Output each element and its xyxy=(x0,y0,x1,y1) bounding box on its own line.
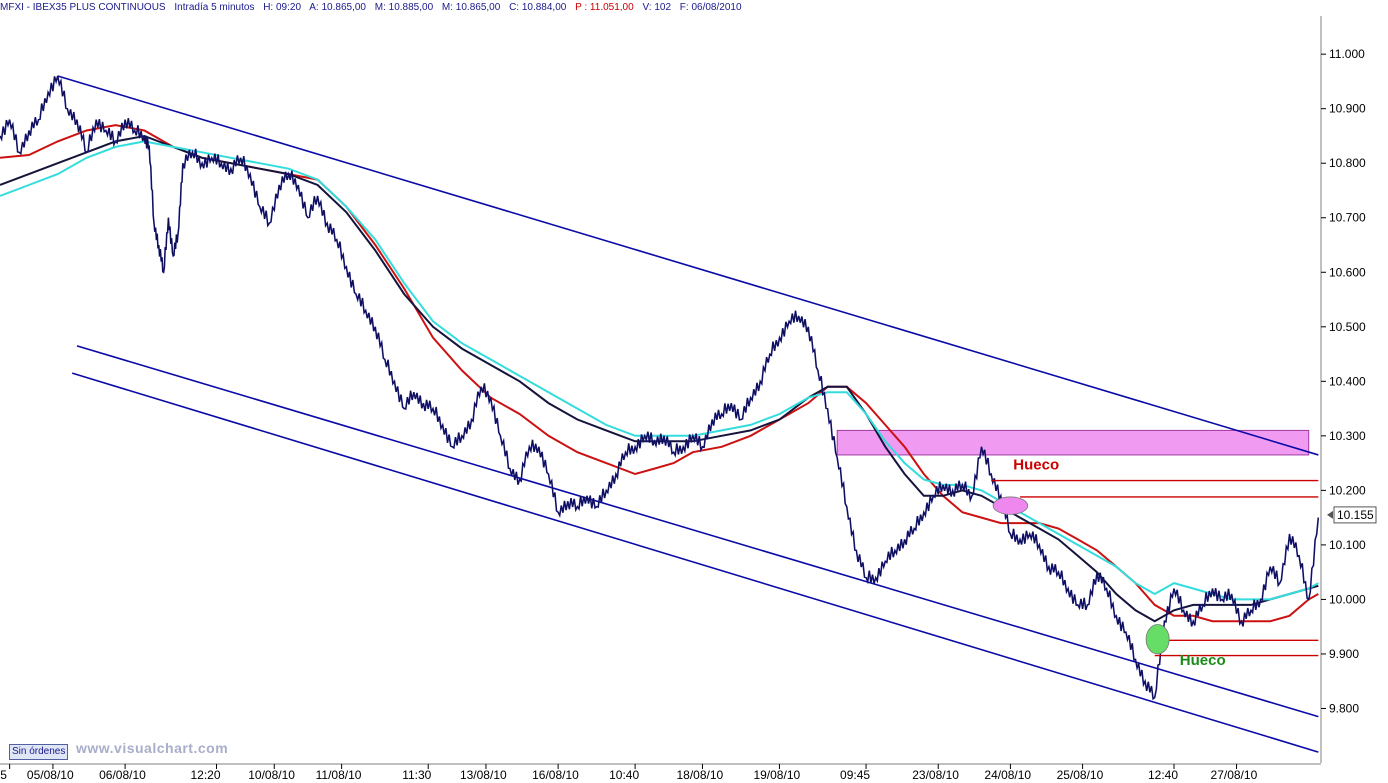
x-tick-label: 11/08/10 xyxy=(316,768,362,782)
y-tick-label: 10.800 xyxy=(1329,156,1366,170)
x-tick-label: 12:20 xyxy=(191,768,221,782)
trend-channel-layer xyxy=(57,75,1319,753)
x-tick-label: 18/08/10 xyxy=(676,768,723,782)
x-tick-label: 11:30 xyxy=(402,768,431,782)
x-tick-label: 06/08/10 xyxy=(99,768,146,782)
symbol-name: MFXI - IBEX35 PLUS CONTINUOUS xyxy=(0,2,166,13)
x-tick-label: 27/08/10 xyxy=(1211,768,1258,782)
gap-label-red: Hueco xyxy=(1013,457,1059,474)
close-value: C: 10.884,00 xyxy=(509,2,567,13)
price-line-shadow xyxy=(0,75,1319,700)
volume-value: V: 102 xyxy=(642,2,672,13)
gap-lines-layer xyxy=(991,479,1319,657)
resistance-zone xyxy=(836,429,1310,456)
x-tick-label: 23/08/10 xyxy=(912,768,959,782)
annotations-layer: Hueco Hueco xyxy=(992,457,1226,669)
gap-label-green: Hueco xyxy=(1180,652,1226,669)
low-value: M: 10.865,00 xyxy=(441,2,501,13)
date-value: F: 06/08/2010 xyxy=(679,2,742,13)
x-tick-label: 05/08/10 xyxy=(27,768,74,782)
resistance-zone-layer xyxy=(836,429,1310,456)
x-tick-label: 16/08/10 xyxy=(532,768,579,782)
time-value: H: 09:20 xyxy=(263,2,302,13)
watermark-logo: www.visualchart.com xyxy=(76,740,229,756)
current-price-label: 10.155 xyxy=(1337,508,1374,522)
moving-average-ma_mid xyxy=(0,134,1319,623)
x-tick-label: 24/08/10 xyxy=(984,768,1031,782)
y-tick-label: 10.100 xyxy=(1329,538,1366,552)
x-tick-label: 19/08/10 xyxy=(753,768,800,782)
channel-line-upper xyxy=(57,75,1319,456)
channel-line-lower-2 xyxy=(71,372,1319,753)
x-axis-panel xyxy=(0,763,1388,783)
interval-label: Intradía 5 minutos xyxy=(174,2,255,13)
x-tick-label: 13/08/10 xyxy=(460,768,507,782)
x-tick-label: 12:40 xyxy=(1148,768,1178,782)
gap-marker-pink xyxy=(992,496,1029,515)
open-value: A: 10.865,00 xyxy=(309,2,366,13)
x-tick-label: 10/08/10 xyxy=(248,768,295,782)
y-tick-label: 10.400 xyxy=(1329,374,1366,388)
x-axis: 3:15 05/08/10 06/08/10 12:20 10/08/10 11/08/1… xyxy=(0,763,1388,783)
prev-value: P : 11.051,00 xyxy=(575,2,634,13)
y-tick-label: 10.300 xyxy=(1329,429,1366,443)
y-axis-panel xyxy=(1320,16,1388,763)
y-tick-label: 10.600 xyxy=(1329,265,1366,279)
current-price-box xyxy=(1333,506,1377,524)
y-tick-label: 10.900 xyxy=(1329,102,1366,116)
gap-marker-green xyxy=(1145,624,1170,655)
x-tick-label: 3:15 xyxy=(0,768,7,782)
y-tick-label: 10.200 xyxy=(1329,483,1366,497)
current-price-pointer-icon xyxy=(1327,510,1333,519)
x-tick-label: 10:40 xyxy=(609,768,639,782)
y-axis: 9.800 9.900 10.000 10.100 10.200 10.300 10.400… xyxy=(1320,16,1388,763)
channel-line-lower-1 xyxy=(76,345,1319,718)
y-tick-label: 11.000 xyxy=(1329,47,1365,61)
x-tick-label: 25/08/10 xyxy=(1057,768,1104,782)
price-series-layer xyxy=(0,75,1320,701)
x-tick-label: 09:45 xyxy=(840,768,870,782)
plot-background xyxy=(0,16,1320,763)
y-tick-label: 9.800 xyxy=(1329,701,1359,715)
chart-info-bar: MFXI - IBEX35 PLUS CONTINUOUS Intradía 5… xyxy=(0,0,1320,15)
y-tick-label: 10.500 xyxy=(1329,320,1366,334)
y-tick-label: 9.900 xyxy=(1329,647,1359,661)
y-tick-label: 10.000 xyxy=(1329,592,1366,606)
y-tick-label: 10.700 xyxy=(1329,211,1366,225)
no-orders-button[interactable]: Sin órdenes xyxy=(9,744,69,760)
moving-average-ma_slow xyxy=(0,140,1319,601)
high-value: M: 10.885,00 xyxy=(374,2,434,13)
moving-averages-layer xyxy=(0,124,1319,623)
